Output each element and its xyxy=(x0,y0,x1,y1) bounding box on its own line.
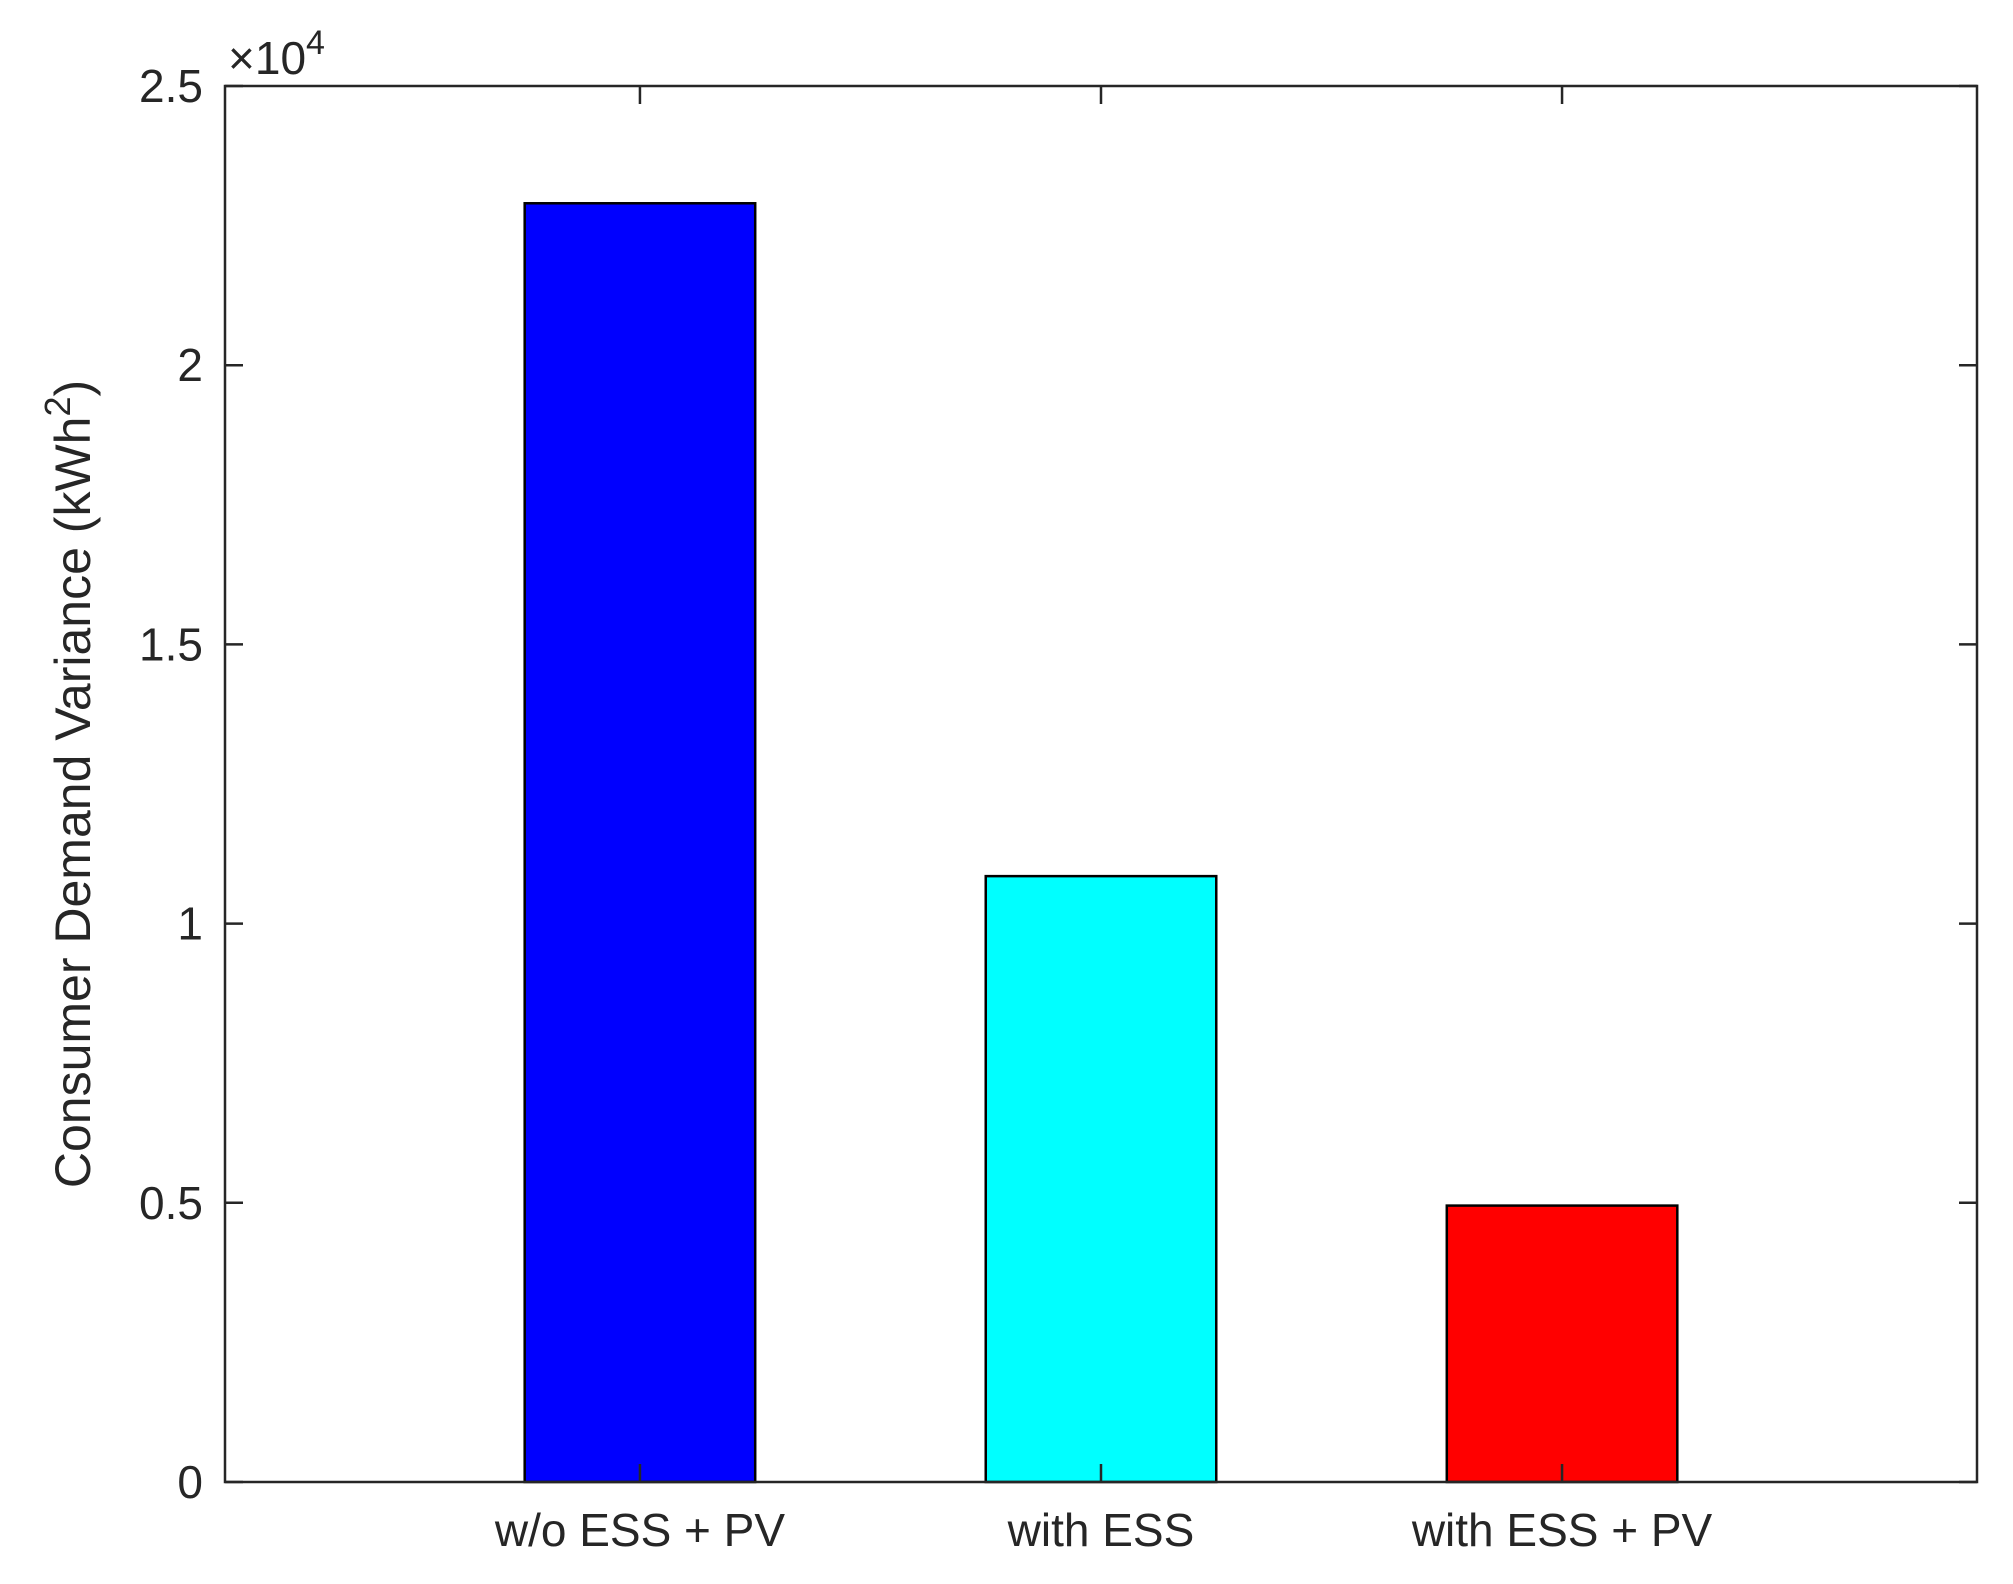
y-tick-label-3: 1.5 xyxy=(139,618,203,670)
plot-area-frame xyxy=(223,84,1979,1484)
y-axis-label-main: Consumer Demand Variance (kWh xyxy=(45,417,101,1189)
bar-1 xyxy=(984,874,1218,1484)
y-axis-label-end: ) xyxy=(45,380,101,397)
y-axis-exponent: ×104 xyxy=(228,24,325,84)
y-axis-label-superscript: 2 xyxy=(37,397,78,417)
y-axis-exponent-prefix: ×10 xyxy=(228,32,306,84)
y-tick-label-5: 2.5 xyxy=(139,60,203,112)
y-tick-label-4: 2 xyxy=(177,339,203,391)
bar-2 xyxy=(1445,1204,1679,1484)
y-axis-exponent-power: 4 xyxy=(306,24,325,62)
y-tick-label-2: 1 xyxy=(177,898,203,950)
y-axis-label: Consumer Demand Variance (kWh2) xyxy=(37,380,101,1188)
x-tick-label-0: w/o ESS + PV xyxy=(494,1504,786,1556)
y-tick-label-0: 0 xyxy=(177,1456,203,1508)
bar-0 xyxy=(523,202,757,1484)
x-tick-label-2: with ESS + PV xyxy=(1411,1504,1713,1556)
y-tick-label-1: 0.5 xyxy=(139,1177,203,1229)
x-tick-label-1: with ESS xyxy=(1007,1504,1195,1556)
